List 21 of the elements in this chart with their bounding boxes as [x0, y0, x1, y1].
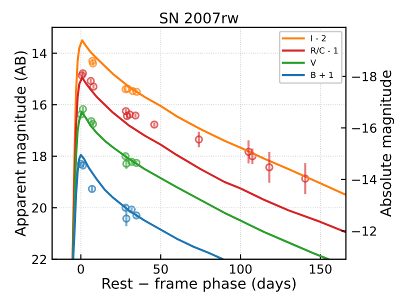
x-tick-label: 150	[310, 264, 332, 274]
y2-tick-label: −14	[352, 175, 376, 184]
y2-tick-label: −18	[352, 72, 376, 82]
y-tick-label: 16	[32, 100, 46, 110]
y2-axis-title: Absolute magnitude	[380, 70, 394, 217]
x-tick-label: 50	[154, 264, 168, 274]
y-axis-title: Apparent magnitude (AB)	[14, 51, 29, 237]
y-tick-label: 20	[32, 203, 46, 213]
x-tick-label: 0	[78, 264, 84, 274]
legend-label: B + 1	[311, 72, 333, 78]
y2-tick-label: −12	[352, 226, 376, 236]
x-tick-label: 100	[230, 264, 252, 274]
y-tick-label: 22	[32, 254, 46, 264]
y2-tick-label: −16	[352, 123, 376, 133]
legend-label: I - 2	[311, 35, 326, 42]
chart-title: SN 2007rw	[160, 12, 238, 24]
legend-label: R/C - 1	[311, 47, 338, 54]
y-tick-label: 18	[32, 152, 46, 162]
legend-label: V	[310, 60, 316, 66]
y-tick-label: 14	[32, 48, 47, 58]
x-axis-title: Rest − frame phase (days)	[102, 278, 296, 292]
